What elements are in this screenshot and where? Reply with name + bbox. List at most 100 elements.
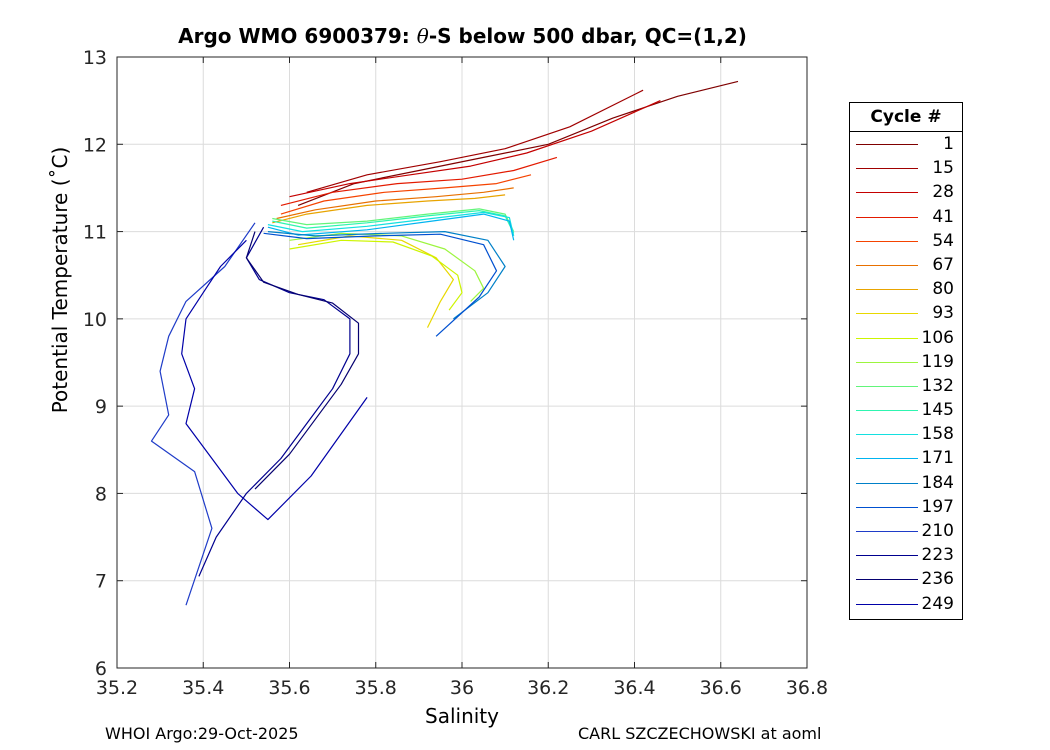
chart-title: Argo WMO 6900379: θ-S below 500 dbar, QC… bbox=[0, 24, 925, 48]
x-tick-label: 36.6 bbox=[700, 677, 742, 699]
legend-label: 80 bbox=[932, 279, 954, 300]
x-tick-label: 36.8 bbox=[786, 677, 828, 699]
legend-swatch bbox=[856, 410, 918, 412]
series-line-cycle-67 bbox=[276, 187, 514, 220]
footer-source: WHOI Argo:29-Oct-2025 bbox=[105, 724, 299, 743]
x-axis-label: Salinity bbox=[425, 704, 499, 728]
series-line-cycle-236 bbox=[245, 231, 360, 490]
legend-label: 236 bbox=[921, 569, 954, 590]
y-axis-ticks: 6 7 8 9 10 11 12 13 bbox=[83, 47, 807, 680]
x-axis-ticks: 35.2 35.4 35.6 35.8 36 36.2 36.4 36.6 36.8 bbox=[96, 57, 828, 699]
legend-item: 171 bbox=[850, 446, 962, 470]
series-line-cycle-184 bbox=[267, 231, 506, 320]
legend-item: 67 bbox=[850, 253, 962, 277]
legend-item: 184 bbox=[850, 471, 962, 495]
y-tick-label: 10 bbox=[83, 309, 107, 331]
chart-title-prefix: Argo WMO 6900379: bbox=[178, 24, 417, 48]
series-line-cycle-132 bbox=[272, 208, 515, 232]
legend-item: 223 bbox=[850, 543, 962, 567]
y-tick-label: 11 bbox=[83, 222, 107, 244]
legend-item: 210 bbox=[850, 519, 962, 543]
legend-swatch bbox=[856, 264, 918, 266]
legend-swatch bbox=[856, 313, 918, 315]
series-line-cycle-41 bbox=[280, 156, 558, 206]
grid-lines bbox=[116, 56, 808, 669]
legend-item: 145 bbox=[850, 398, 962, 422]
legend-item: 197 bbox=[850, 495, 962, 519]
legend-swatch bbox=[856, 385, 918, 387]
legend-label: 106 bbox=[921, 327, 954, 348]
x-tick-label: 35.4 bbox=[182, 677, 224, 699]
legend-swatch bbox=[856, 337, 918, 339]
y-tick-label: 6 bbox=[95, 658, 107, 680]
legend-item: 80 bbox=[850, 277, 962, 301]
legend-swatch bbox=[856, 216, 918, 218]
legend-swatch bbox=[856, 579, 918, 581]
series-line-cycle-93 bbox=[297, 235, 454, 328]
legend-item: 158 bbox=[850, 422, 962, 446]
legend-swatch bbox=[856, 555, 918, 557]
series-line-cycle-54 bbox=[280, 174, 532, 215]
x-tick-label: 35.8 bbox=[355, 677, 397, 699]
legend-swatch bbox=[856, 531, 918, 532]
legend: Cycle # 1 15 28 41 54 67 80 93 106 119 132 145 158 17… bbox=[849, 102, 963, 620]
legend-swatch bbox=[856, 144, 918, 145]
legend-label: 171 bbox=[921, 448, 954, 469]
legend-label: 1 bbox=[943, 134, 954, 154]
legend-item: 132 bbox=[850, 374, 962, 398]
series-line-cycle-15 bbox=[306, 89, 644, 193]
legend-item: 249 bbox=[850, 592, 962, 616]
legend-label: 28 bbox=[932, 182, 954, 203]
legend-label: 223 bbox=[921, 545, 954, 566]
legend-item: 106 bbox=[850, 326, 962, 350]
legend-item: 1 bbox=[850, 132, 962, 156]
series-line-cycle-145 bbox=[272, 210, 515, 234]
legend-swatch bbox=[856, 168, 918, 170]
x-tick-label: 35.2 bbox=[96, 677, 138, 699]
legend-label: 249 bbox=[921, 593, 954, 614]
data-series bbox=[150, 80, 739, 606]
legend-swatch bbox=[856, 458, 918, 460]
series-line-cycle-197 bbox=[263, 232, 498, 337]
series-line-cycle-80 bbox=[272, 194, 506, 224]
legend-item: 41 bbox=[850, 205, 962, 229]
legend-label: 197 bbox=[921, 496, 954, 517]
series-line-cycle-249 bbox=[181, 239, 368, 521]
legend-swatch bbox=[856, 506, 918, 508]
chart-title-theta: θ bbox=[416, 24, 429, 48]
y-tick-label: 9 bbox=[95, 396, 107, 418]
legend-swatch bbox=[856, 434, 918, 436]
legend-swatch bbox=[856, 192, 918, 194]
legend-label: 93 bbox=[932, 303, 954, 324]
legend-label: 145 bbox=[921, 400, 954, 421]
y-tick-label: 7 bbox=[95, 571, 107, 593]
chart-title-suffix: -S below 500 dbar, QC=(1,2) bbox=[428, 24, 747, 48]
legend-label: 184 bbox=[921, 472, 954, 493]
legend-item: 236 bbox=[850, 567, 962, 591]
legend-swatch bbox=[856, 289, 918, 291]
legend-label: 158 bbox=[921, 424, 954, 445]
x-tick-label: 36 bbox=[450, 677, 474, 699]
legend-item: 119 bbox=[850, 350, 962, 374]
legend-item: 15 bbox=[850, 156, 962, 180]
legend-label: 119 bbox=[921, 351, 954, 372]
legend-label: 41 bbox=[932, 206, 954, 227]
y-tick-label: 13 bbox=[83, 47, 107, 69]
series-line-cycle-158 bbox=[267, 211, 515, 237]
legend-swatch bbox=[856, 361, 918, 363]
series-line-cycle-210 bbox=[150, 222, 256, 606]
legend-rows: 1 15 28 41 54 67 80 93 106 119 132 145 158 171 184 197 2… bbox=[850, 132, 962, 616]
legend-item: 93 bbox=[850, 301, 962, 325]
legend-label: 132 bbox=[921, 375, 954, 396]
legend-item: 28 bbox=[850, 180, 962, 204]
x-tick-label: 36.4 bbox=[613, 677, 655, 699]
legend-title: Cycle # bbox=[850, 103, 962, 132]
y-tick-label: 12 bbox=[83, 134, 107, 156]
footer-credit: CARL SZCZECHOWSKI at aoml bbox=[578, 724, 822, 743]
legend-label: 54 bbox=[932, 230, 954, 251]
series-line-cycle-119 bbox=[289, 232, 485, 302]
legend-label: 210 bbox=[921, 521, 954, 541]
x-tick-label: 36.2 bbox=[527, 677, 569, 699]
legend-swatch bbox=[856, 603, 918, 605]
